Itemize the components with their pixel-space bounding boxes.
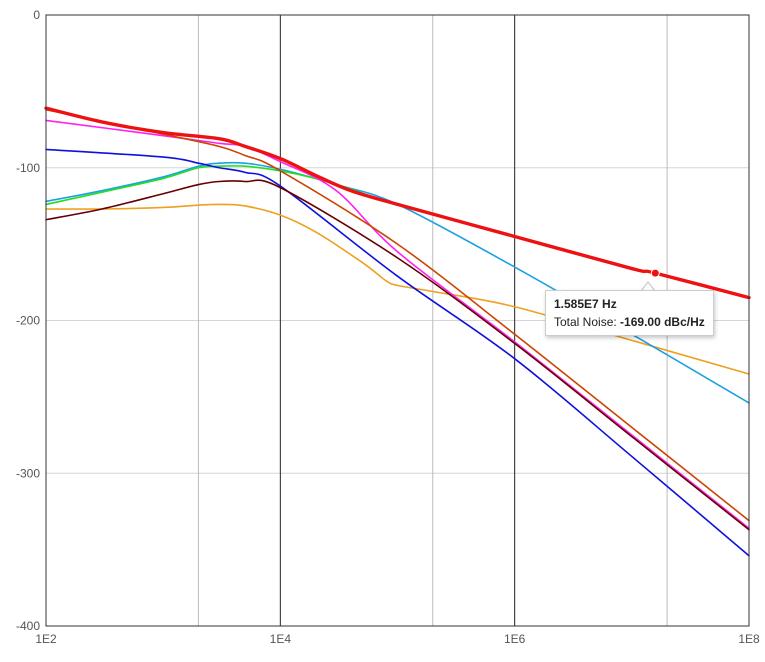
series-line-4 <box>45 119 750 530</box>
series-line-3 <box>45 148 750 557</box>
series-line-6 <box>45 179 750 531</box>
data-tooltip: 1.585E7 Hz Total Noise: -169.00 dBc/Hz <box>545 290 714 336</box>
y-tick-label: -400 <box>16 619 40 633</box>
y-tick-label: -300 <box>16 466 40 480</box>
x-tick-label: 1E8 <box>738 632 760 646</box>
series-line-5 <box>45 108 750 522</box>
x-tick-label: 1E4 <box>270 632 292 646</box>
tooltip-x-value: 1.585E7 Hz <box>554 297 617 311</box>
series-line-0 <box>45 203 750 375</box>
x-tick-label: 1E2 <box>35 632 57 646</box>
tooltip-y-value: -169.00 dBc/Hz <box>620 315 705 329</box>
y-tick-label: -200 <box>16 314 40 328</box>
x-tick-label: 1E6 <box>504 632 526 646</box>
y-tick-label: 0 <box>33 8 40 22</box>
tooltip-tail-inner <box>642 283 654 291</box>
tooltip-series-name: Total Noise: <box>554 315 617 329</box>
y-tick-label: -100 <box>16 161 40 175</box>
plot-border <box>45 14 750 627</box>
series-line-2 <box>45 165 373 206</box>
tooltip-point-marker <box>650 268 660 278</box>
series-line-7 <box>44 106 751 300</box>
